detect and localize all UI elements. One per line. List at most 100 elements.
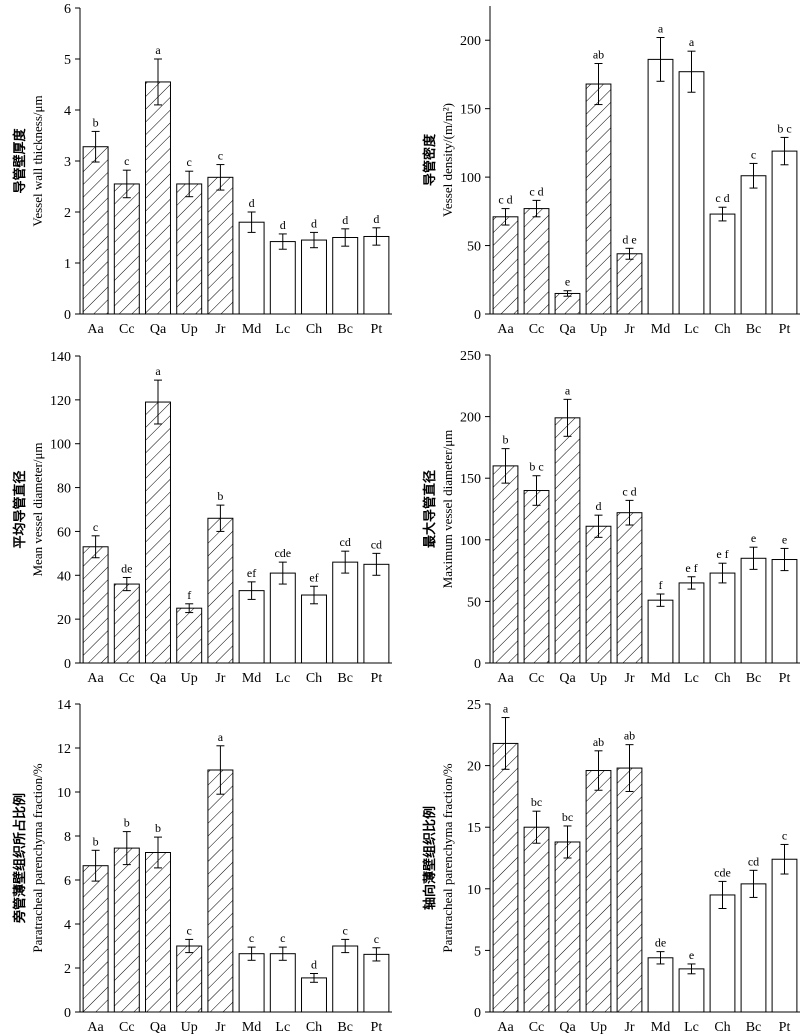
y-tick-label: 3 <box>64 155 71 170</box>
y-tick-label: 4 <box>64 918 71 933</box>
error-bar <box>625 744 634 792</box>
significance-label: b <box>124 816 130 830</box>
bar <box>678 71 705 315</box>
x-tick-label: Bc <box>746 671 762 686</box>
error-bar <box>247 211 256 233</box>
error-bar <box>780 843 789 875</box>
x-tick-label: Md <box>651 1020 670 1035</box>
bar <box>523 208 550 315</box>
significance-label: c <box>782 828 787 842</box>
y-tick-label: 120 <box>50 394 71 409</box>
error-bar <box>718 206 727 222</box>
significance-label: c <box>374 932 379 946</box>
error-bar <box>91 849 100 882</box>
y-axis-label: Mean vessel diameter/μm <box>30 442 45 576</box>
y-tick-label: 14 <box>57 698 71 713</box>
bar <box>616 512 643 664</box>
x-tick-label: Aa <box>497 322 514 337</box>
y-tick-label: 50 <box>467 240 481 255</box>
error-bar <box>341 938 350 954</box>
y-tick-label: 4 <box>64 104 71 119</box>
error-bar <box>687 963 696 975</box>
y-tick-label: 0 <box>64 1006 71 1021</box>
error-bar <box>687 50 696 93</box>
x-tick-label: Pt <box>779 671 791 686</box>
error-bar <box>656 951 665 965</box>
significance-label: b <box>155 821 161 835</box>
y-tick-label: 100 <box>460 534 481 549</box>
significance-label: a <box>565 383 571 397</box>
x-tick-label: Md <box>242 1020 261 1035</box>
error-bar <box>532 475 541 506</box>
x-tick-label: Ch <box>714 322 730 337</box>
x-tick-label: Bc <box>337 671 353 686</box>
x-tick-label: Jr <box>624 671 634 686</box>
error-bar <box>656 36 665 82</box>
error-bar <box>563 398 572 437</box>
error-bar <box>656 593 665 607</box>
bar <box>585 770 612 1013</box>
y-axis-label-zh: 最大导管直径 <box>422 470 437 548</box>
error-bar <box>278 946 287 961</box>
bar <box>113 583 140 664</box>
x-tick-label: Cc <box>529 322 545 337</box>
significance-label: e <box>689 948 694 962</box>
bar <box>771 559 798 664</box>
significance-label: a <box>155 364 161 378</box>
x-tick-label: Up <box>590 322 607 337</box>
x-tick-label: Aa <box>497 671 514 686</box>
error-bar <box>278 233 287 250</box>
significance-label: bc <box>562 810 573 824</box>
significance-label: d <box>311 216 317 230</box>
x-tick-label: Qa <box>150 1020 167 1035</box>
error-bar <box>718 562 727 584</box>
error-bar <box>247 581 256 600</box>
error-bar <box>310 231 318 249</box>
significance-label: c <box>93 520 98 534</box>
x-tick-label: Pt <box>779 1020 791 1035</box>
y-tick-label: 1 <box>64 257 71 272</box>
significance-label: c d <box>498 193 512 207</box>
error-bar <box>532 810 541 844</box>
significance-label: ef <box>247 566 256 580</box>
significance-label: c d <box>622 484 636 498</box>
x-tick-label: Ch <box>714 671 730 686</box>
bar <box>207 176 234 315</box>
bar <box>332 945 359 1013</box>
x-tick-label: Up <box>181 671 198 686</box>
x-tick-label: Qa <box>559 671 576 686</box>
significance-label: de <box>655 936 666 950</box>
error-bar <box>278 561 287 585</box>
error-bar <box>216 504 225 532</box>
significance-label: e f <box>685 561 697 575</box>
x-tick-label: Md <box>651 671 670 686</box>
x-tick-label: Jr <box>215 322 225 337</box>
error-bar <box>749 546 758 570</box>
x-tick-label: Cc <box>119 671 135 686</box>
significance-label: cde <box>274 546 291 560</box>
bar <box>176 945 203 1013</box>
chart-panel: b Aa b Cc b Qa c Up a Jr c Md c Lc d Ch c Bc c Pt 0 2 4 6 8 10 12 1… <box>12 698 392 1035</box>
bar <box>740 175 767 315</box>
y-tick-label: 150 <box>460 472 481 487</box>
error-bar <box>122 169 131 199</box>
y-tick-label: 50 <box>467 595 481 610</box>
significance-label: c d <box>715 191 729 205</box>
x-tick-label: Up <box>181 322 198 337</box>
bar <box>554 841 581 1013</box>
bar <box>82 146 109 315</box>
error-bar <box>501 717 510 770</box>
bar <box>145 81 171 315</box>
bar <box>554 417 581 664</box>
significance-label: a <box>503 702 509 716</box>
significance-label: ab <box>593 735 604 749</box>
significance-label: c <box>187 155 192 169</box>
bar <box>709 572 736 664</box>
chart-panel: c Aa de Cc a Qa f Up b Jr ef Md cde Lc ef Ch cd Bc cd Pt 0 20… <box>12 350 392 686</box>
bar <box>523 490 550 664</box>
x-tick-label: Qa <box>150 322 167 337</box>
error-bar <box>749 869 758 898</box>
y-tick-label: 150 <box>460 103 481 118</box>
y-axis-label: Maximum vessel diameter/μm <box>440 430 455 589</box>
y-tick-label: 140 <box>50 350 71 365</box>
